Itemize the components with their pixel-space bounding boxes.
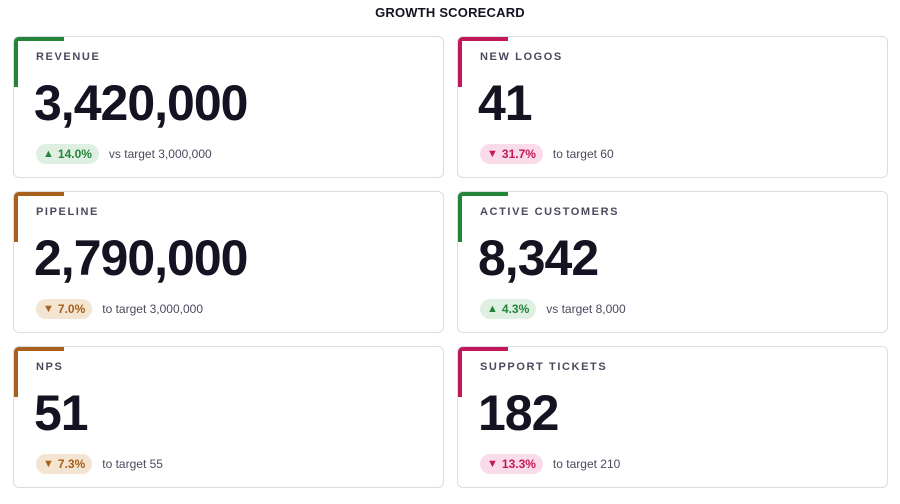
kpi-card-revenue: REVENUE 3,420,000 ▲ 14.0% vs target 3,00… <box>13 36 444 178</box>
kpi-value: 8,342 <box>478 230 599 286</box>
card-accent-top <box>458 37 508 41</box>
card-accent-left <box>14 192 18 242</box>
target-comparison: vs target 3,000,000 <box>108 147 212 161</box>
kpi-footer: ▲ 4.3% vs target 8,000 <box>480 299 626 319</box>
kpi-footer: ▼ 7.3% to target 55 <box>36 454 163 474</box>
target-comparison: to target 55 <box>102 457 163 471</box>
kpi-value: 2,790,000 <box>34 230 248 286</box>
kpi-card-active-customers: ACTIVE CUSTOMERS 8,342 ▲ 4.3% vs target … <box>457 191 888 333</box>
kpi-card-new-logos: NEW LOGOS 41 ▼ 31.7% to target 60 <box>457 36 888 178</box>
target-comparison: vs target 8,000 <box>546 302 626 316</box>
kpi-card-support-tickets: SUPPORT TICKETS 182 ▼ 13.3% to target 21… <box>457 346 888 488</box>
delta-value: 7.3% <box>57 457 86 471</box>
kpi-footer: ▼ 7.0% to target 3,000,000 <box>36 299 203 319</box>
delta-value: 4.3% <box>501 302 530 316</box>
kpi-grid: REVENUE 3,420,000 ▲ 14.0% vs target 3,00… <box>13 36 888 488</box>
trend-arrow-icon: ▼ <box>487 148 498 160</box>
kpi-footer: ▲ 14.0% vs target 3,000,000 <box>36 144 212 164</box>
card-accent-top <box>14 37 64 41</box>
card-accent-top <box>14 347 64 351</box>
card-accent-left <box>14 37 18 87</box>
delta-badge: ▲ 14.0% <box>36 144 99 164</box>
kpi-value: 3,420,000 <box>34 75 248 131</box>
kpi-value: 182 <box>478 385 559 441</box>
delta-value: 31.7% <box>501 147 536 161</box>
delta-badge: ▼ 7.0% <box>36 299 93 319</box>
kpi-footer: ▼ 31.7% to target 60 <box>480 144 614 164</box>
kpi-label: NEW LOGOS <box>480 51 563 63</box>
page-title: GROWTH SCORECARD <box>375 5 525 20</box>
target-comparison: to target 3,000,000 <box>102 302 203 316</box>
kpi-label: NPS <box>36 361 64 373</box>
trend-arrow-icon: ▼ <box>43 303 54 315</box>
delta-value: 7.0% <box>57 302 86 316</box>
kpi-card-pipeline: PIPELINE 2,790,000 ▼ 7.0% to target 3,00… <box>13 191 444 333</box>
card-accent-top <box>14 192 64 196</box>
card-accent-left <box>458 37 462 87</box>
target-comparison: to target 60 <box>552 147 614 161</box>
kpi-value: 41 <box>478 75 533 131</box>
card-accent-left <box>458 347 462 397</box>
kpi-label: REVENUE <box>36 51 101 63</box>
card-accent-left <box>458 192 462 242</box>
trend-arrow-icon: ▲ <box>487 303 498 315</box>
kpi-value: 51 <box>34 385 89 441</box>
delta-value: 14.0% <box>57 147 92 161</box>
card-accent-top <box>458 347 508 351</box>
card-accent-left <box>14 347 18 397</box>
trend-arrow-icon: ▼ <box>43 458 54 470</box>
delta-badge: ▼ 13.3% <box>480 454 543 474</box>
delta-badge: ▲ 4.3% <box>480 299 537 319</box>
trend-arrow-icon: ▲ <box>43 148 54 160</box>
kpi-footer: ▼ 13.3% to target 210 <box>480 454 620 474</box>
delta-badge: ▼ 7.3% <box>36 454 93 474</box>
kpi-card-nps: NPS 51 ▼ 7.3% to target 55 <box>13 346 444 488</box>
trend-arrow-icon: ▼ <box>487 458 498 470</box>
delta-badge: ▼ 31.7% <box>480 144 543 164</box>
card-accent-top <box>458 192 508 196</box>
kpi-label: ACTIVE CUSTOMERS <box>480 206 620 218</box>
kpi-label: PIPELINE <box>36 206 99 218</box>
delta-value: 13.3% <box>501 457 536 471</box>
target-comparison: to target 210 <box>552 457 621 471</box>
kpi-label: SUPPORT TICKETS <box>480 361 608 373</box>
